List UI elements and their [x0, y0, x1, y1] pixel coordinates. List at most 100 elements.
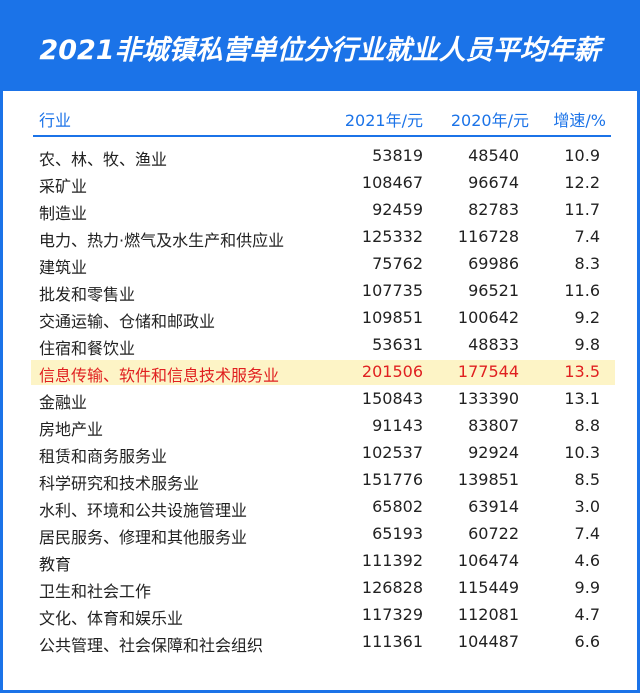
value-2021-cell: 111392 [361, 551, 423, 570]
value-2020-cell: 69986 [468, 254, 519, 273]
growth-cell: 11.6 [564, 281, 600, 300]
growth-cell: 3.0 [574, 497, 600, 516]
industry-cell: 居民服务、修理和其他服务业 [39, 528, 248, 547]
industry-cell: 建筑业 [39, 258, 88, 277]
value-2020-cell: 100642 [457, 308, 519, 327]
value-2020-cell: 82783 [468, 200, 519, 219]
value-2021-cell: 109851 [361, 308, 423, 327]
industry-cell: 房地产业 [39, 420, 104, 439]
table-row: 电力、热力·燃气及水生产和供应业 125332 116728 7.4 [3, 224, 637, 251]
table-row: 交通运输、仓储和邮政业 109851 100642 9.2 [3, 305, 637, 332]
table-row: 居民服务、修理和其他服务业 65193 60722 7.4 [3, 521, 637, 548]
value-2021-cell: 91143 [372, 416, 423, 435]
industry-cell: 水利、环境和公共设施管理业 [39, 501, 248, 520]
value-2021-cell: 125332 [361, 227, 423, 246]
value-2021-cell: 107735 [361, 281, 423, 300]
industry-cell: 租赁和商务服务业 [39, 447, 168, 466]
value-2021-cell: 65193 [372, 524, 423, 543]
table-row: 制造业 92459 82783 11.7 [3, 197, 637, 224]
growth-cell: 12.2 [564, 173, 600, 192]
value-2021-cell: 75762 [372, 254, 423, 273]
header-growth: 增速/% [553, 111, 606, 130]
table-row: 金融业 150843 133390 13.1 [3, 386, 637, 413]
value-2020-cell: 115449 [457, 578, 519, 597]
value-2020-cell: 104487 [457, 632, 519, 651]
growth-cell: 8.5 [574, 470, 600, 489]
industry-cell: 交通运输、仓储和邮政业 [39, 312, 216, 331]
value-2020-cell: 133390 [457, 389, 519, 408]
value-2021-cell: 65802 [372, 497, 423, 516]
value-2021-cell: 151776 [361, 470, 423, 489]
growth-cell: 7.4 [574, 524, 600, 543]
growth-cell: 10.3 [564, 443, 600, 462]
industry-cell: 住宿和餐饮业 [39, 339, 136, 358]
industry-cell: 农、林、牧、渔业 [39, 150, 168, 169]
table-row: 公共管理、社会保障和社会组织 111361 104487 6.6 [3, 629, 637, 656]
value-2020-cell: 116728 [457, 227, 519, 246]
value-2020-cell: 48540 [468, 146, 519, 165]
value-2020-cell: 83807 [468, 416, 519, 435]
industry-cell: 公共管理、社会保障和社会组织 [39, 636, 264, 655]
value-2021-cell: 92459 [372, 200, 423, 219]
industry-cell: 制造业 [39, 204, 88, 223]
growth-cell: 13.1 [564, 389, 600, 408]
growth-cell: 11.7 [564, 200, 600, 219]
industry-cell: 批发和零售业 [39, 285, 136, 304]
growth-cell: 7.4 [574, 227, 600, 246]
value-2020-cell: 96674 [468, 173, 519, 192]
table-row: 批发和零售业 107735 96521 11.6 [3, 278, 637, 305]
value-2020-cell: 139851 [457, 470, 519, 489]
value-2020-cell: 92924 [468, 443, 519, 462]
growth-cell: 13.5 [564, 362, 600, 381]
growth-cell: 8.8 [574, 416, 600, 435]
table-row: 农、林、牧、渔业 53819 48540 10.9 [3, 143, 637, 170]
industry-cell: 金融业 [39, 393, 88, 412]
growth-cell: 9.9 [574, 578, 600, 597]
value-2021-cell: 102537 [361, 443, 423, 462]
industry-cell: 电力、热力·燃气及水生产和供应业 [39, 231, 285, 250]
growth-cell: 4.6 [574, 551, 600, 570]
value-2021-cell: 201506 [361, 362, 423, 381]
header-2020: 2020年/元 [450, 111, 529, 130]
value-2020-cell: 60722 [468, 524, 519, 543]
table-row: 住宿和餐饮业 53631 48833 9.8 [3, 332, 637, 359]
table-row: 科学研究和技术服务业 151776 139851 8.5 [3, 467, 637, 494]
value-2020-cell: 48833 [468, 335, 519, 354]
growth-cell: 9.8 [574, 335, 600, 354]
value-2020-cell: 63914 [468, 497, 519, 516]
value-2021-cell: 53631 [372, 335, 423, 354]
growth-cell: 10.9 [564, 146, 600, 165]
value-2020-cell: 96521 [468, 281, 519, 300]
industry-cell: 信息传输、软件和信息技术服务业 [39, 366, 280, 385]
growth-cell: 9.2 [574, 308, 600, 327]
value-2021-cell: 108467 [361, 173, 423, 192]
chart-title: 2021非城镇私营单位分行业就业人员平均年薪 [39, 34, 601, 66]
table-row: 文化、体育和娱乐业 117329 112081 4.7 [3, 602, 637, 629]
industry-cell: 科学研究和技术服务业 [39, 474, 200, 493]
industry-cell: 教育 [39, 555, 72, 574]
table-row: 租赁和商务服务业 102537 92924 10.3 [3, 440, 637, 467]
value-2021-cell: 150843 [361, 389, 423, 408]
table-row: 房地产业 91143 83807 8.8 [3, 413, 637, 440]
value-2021-cell: 117329 [361, 605, 423, 624]
table-row: 建筑业 75762 69986 8.3 [3, 251, 637, 278]
header-2021: 2021年/元 [344, 111, 423, 130]
highlight-background [31, 360, 615, 385]
value-2020-cell: 177544 [457, 362, 519, 381]
growth-cell: 4.7 [574, 605, 600, 624]
title-banner: 2021非城镇私营单位分行业就业人员平均年薪 [3, 3, 637, 91]
industry-cell: 采矿业 [39, 177, 88, 196]
growth-cell: 6.6 [574, 632, 600, 651]
value-2021-cell: 126828 [361, 578, 423, 597]
value-2021-cell: 53819 [372, 146, 423, 165]
table-row-highlighted: 信息传输、软件和信息技术服务业 201506 177544 13.5 [3, 359, 637, 386]
table-row: 采矿业 108467 96674 12.2 [3, 170, 637, 197]
industry-cell: 文化、体育和娱乐业 [39, 609, 184, 628]
value-2020-cell: 106474 [457, 551, 519, 570]
table-row: 教育 111392 106474 4.6 [3, 548, 637, 575]
header-divider [33, 135, 611, 137]
header-industry: 行业 [39, 111, 72, 130]
table-header: 行业 2021年/元 2020年/元 增速/% [3, 99, 637, 135]
value-2020-cell: 112081 [457, 605, 519, 624]
